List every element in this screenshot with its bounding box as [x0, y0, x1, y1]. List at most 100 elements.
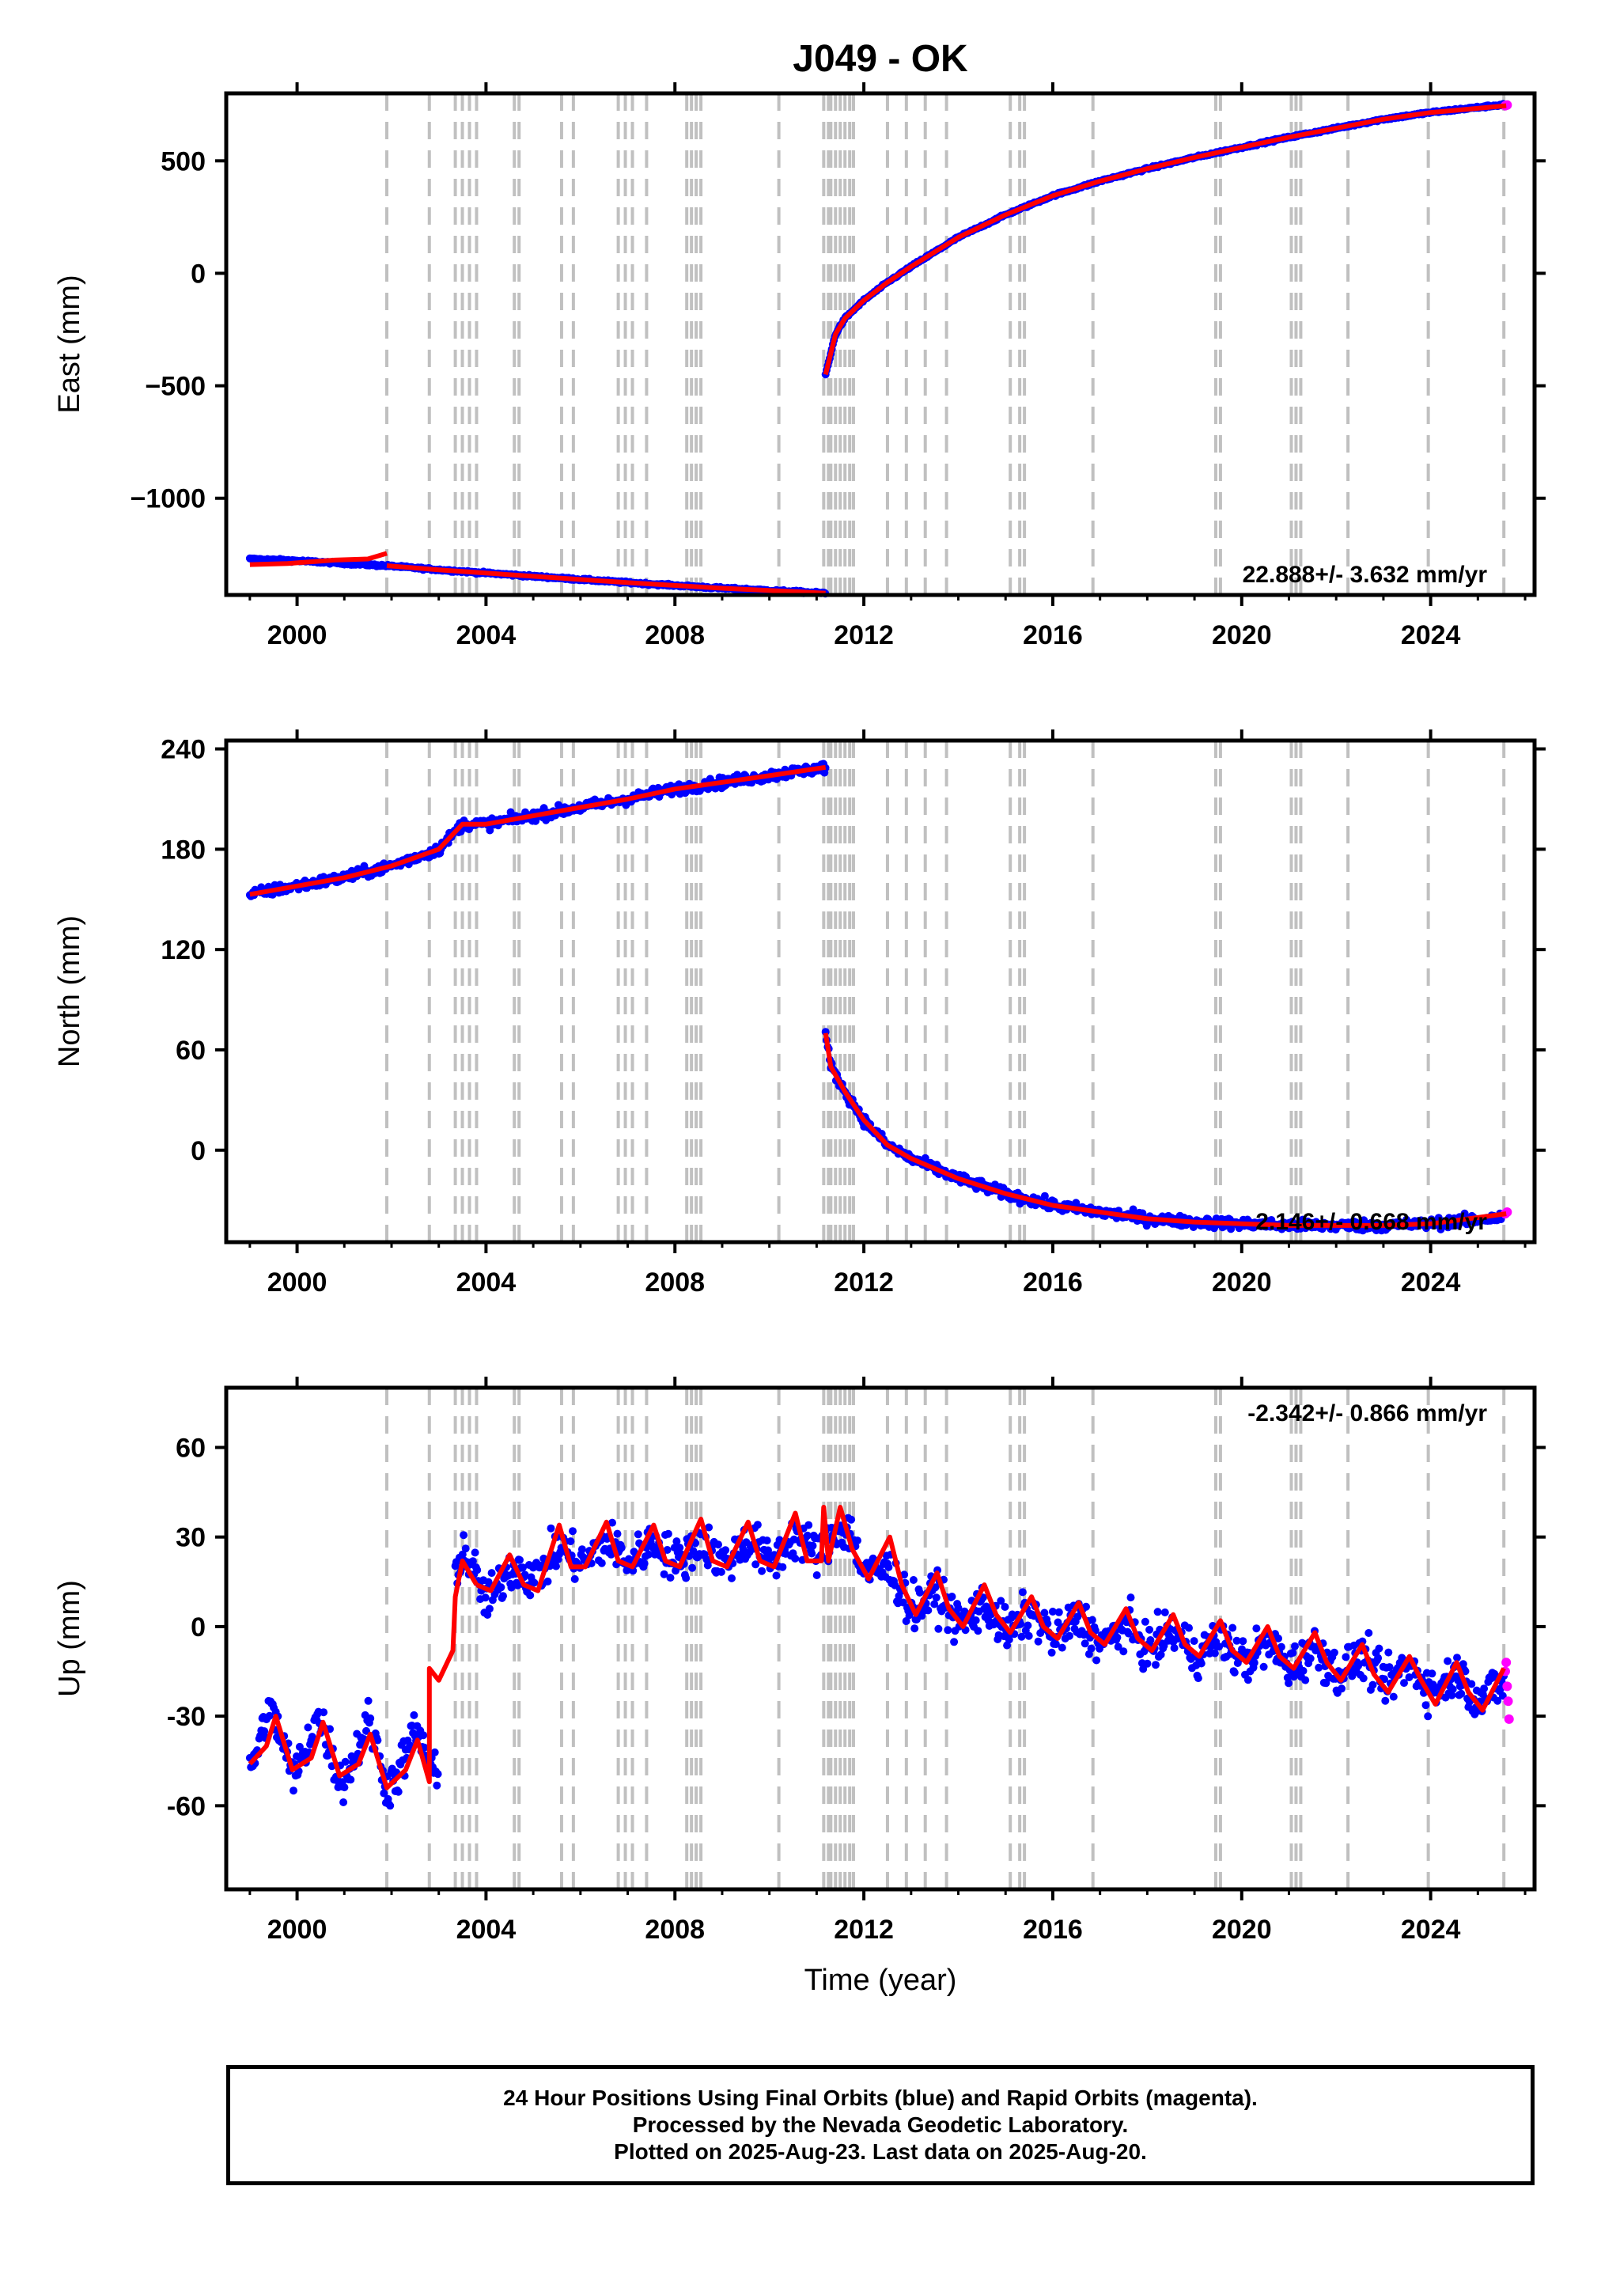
up-rapid-orbit-point	[1503, 1696, 1513, 1707]
up-final-orbit-point	[481, 1593, 490, 1602]
up-final-orbit-point	[577, 1545, 586, 1554]
up-final-orbit-point	[751, 1560, 760, 1569]
caption-box: 24 Hour Positions Using Final Orbits (bl…	[226, 2065, 1535, 2185]
up-y-tick-label: -60	[167, 1791, 206, 1821]
up-final-orbit-point	[1197, 1659, 1205, 1668]
up-final-orbit-point	[458, 1550, 467, 1559]
up-final-orbit-point	[1453, 1654, 1461, 1662]
up-final-orbit-point	[386, 1802, 395, 1810]
up-final-orbit-point	[608, 1518, 616, 1527]
caption-line-3: Plotted on 2025-Aug-23. Last data on 202…	[614, 2139, 1147, 2164]
up-final-orbit-point	[617, 1544, 626, 1552]
east-x-tick-label: 2020	[1212, 620, 1272, 650]
up-final-orbit-point	[1146, 1636, 1155, 1644]
up-rapid-orbit-point	[1501, 1658, 1512, 1668]
up-final-orbit-point	[487, 1569, 496, 1578]
up-final-orbit-point	[1005, 1635, 1013, 1644]
up-final-orbit-point	[552, 1562, 560, 1570]
up-final-orbit-point	[764, 1546, 772, 1555]
up-final-orbit-point	[1024, 1631, 1033, 1640]
up-final-orbit-point	[688, 1563, 697, 1572]
up-final-orbit-point	[717, 1567, 725, 1576]
up-final-orbit-point	[1119, 1647, 1128, 1656]
north-panel: 2000 2004 2008 2012 2016 2020 2024 240 180 120 60 0…	[53, 729, 1546, 1298]
up-final-orbit-point	[1126, 1593, 1135, 1602]
up-final-orbit-point	[373, 1736, 382, 1745]
up-final-orbit-point	[1087, 1644, 1096, 1653]
up-final-orbit-point	[948, 1593, 956, 1601]
up-final-orbit-point	[1493, 1696, 1502, 1705]
up-model-segment	[248, 1558, 479, 1790]
up-final-orbit-point	[433, 1770, 442, 1779]
up-rate-label: -2.342+/- 0.866 mm/yr	[1247, 1400, 1487, 1426]
up-final-orbit-point	[1252, 1624, 1261, 1633]
up-final-orbit-point	[1306, 1654, 1315, 1663]
up-final-orbit-point	[808, 1549, 816, 1558]
up-final-orbit-point	[932, 1593, 941, 1602]
up-rapid-orbit-point	[1502, 1681, 1512, 1692]
north-y-tick-label: 0	[191, 1136, 206, 1166]
north-final-orbit-point	[1040, 1192, 1049, 1200]
up-final-orbit-point	[1143, 1659, 1152, 1668]
up-final-orbit-point	[461, 1544, 470, 1553]
caption-line-2: Processed by the Nevada Geodetic Laborat…	[632, 2112, 1129, 2137]
up-final-orbit-point	[1428, 1669, 1436, 1678]
up-final-orbit-point	[1375, 1644, 1383, 1653]
up-x-axis: 2000 2004 2008 2012 2016 2020 2024	[248, 1377, 1527, 1945]
up-final-orbit-point	[1190, 1637, 1198, 1646]
east-x-tick-label: 2000	[267, 620, 327, 650]
up-final-orbit-point	[1380, 1675, 1388, 1684]
up-final-orbit-point	[1385, 1663, 1394, 1672]
up-final-orbit-point	[1113, 1633, 1122, 1642]
up-final-orbit-point	[1250, 1658, 1258, 1667]
up-x-tick-label: 2008	[645, 1915, 705, 1945]
up-final-orbit-point	[570, 1574, 579, 1583]
up-x-tick-label: 2004	[456, 1915, 517, 1945]
up-final-orbit-point	[507, 1583, 516, 1592]
up-final-orbit-point	[1058, 1643, 1066, 1652]
up-final-orbit-point	[672, 1537, 681, 1546]
up-final-orbit-point	[778, 1563, 787, 1571]
north-axes-frame	[224, 738, 1537, 1245]
east-y-tick-label: 0	[191, 259, 206, 289]
north-x-tick-label: 2024	[1401, 1267, 1461, 1298]
up-final-orbit-point	[1001, 1603, 1009, 1611]
up-final-orbit-point	[944, 1626, 952, 1635]
caption-line-1: 24 Hour Positions Using Final Orbits (bl…	[503, 2086, 1258, 2110]
up-final-orbit-point	[1081, 1639, 1089, 1648]
up-x-tick-label: 2024	[1401, 1915, 1461, 1945]
up-final-orbit-point	[1354, 1661, 1363, 1670]
up-final-orbit-point	[934, 1624, 943, 1633]
up-final-orbit-point	[613, 1529, 622, 1538]
up-final-orbit-point	[1145, 1625, 1154, 1634]
up-final-orbit-point	[530, 1578, 539, 1587]
up-model-segment	[475, 1505, 1506, 1713]
up-final-orbit-point	[566, 1537, 575, 1546]
up-final-orbit-point	[915, 1589, 924, 1597]
up-final-orbit-point	[950, 1638, 959, 1646]
east-y-tick-label: 500	[161, 146, 206, 176]
up-final-orbit-point	[569, 1527, 577, 1536]
east-y-axis: 500 0 −500 −1000	[131, 146, 1546, 514]
up-final-orbit-point	[366, 1714, 375, 1722]
up-final-orbit-point	[468, 1557, 477, 1566]
up-final-orbit-point	[663, 1546, 672, 1554]
up-final-orbit-point	[520, 1570, 529, 1579]
up-final-orbit-point	[1092, 1656, 1101, 1665]
up-final-orbit-point	[884, 1563, 893, 1571]
up-y-axis-label: Up (mm)	[53, 1580, 86, 1697]
up-final-orbit-point	[1139, 1665, 1148, 1673]
up-final-orbit-point	[753, 1521, 762, 1529]
up-final-orbit-point	[763, 1536, 771, 1545]
up-final-orbit-point	[644, 1550, 653, 1559]
east-x-axis: 2000 2004 2008 2012 2016 2020 2024	[248, 82, 1527, 650]
up-final-orbit-point	[997, 1597, 1005, 1605]
up-x-tick-label: 2016	[1023, 1915, 1083, 1945]
up-final-orbit-point	[260, 1727, 269, 1736]
up-final-orbit-point	[1291, 1642, 1299, 1650]
east-x-tick-label: 2012	[834, 620, 894, 650]
up-final-orbit-point	[1364, 1629, 1373, 1637]
up-final-orbit-point	[676, 1544, 684, 1552]
up-final-orbit-point	[847, 1515, 856, 1524]
up-final-orbit-point	[460, 1531, 468, 1540]
